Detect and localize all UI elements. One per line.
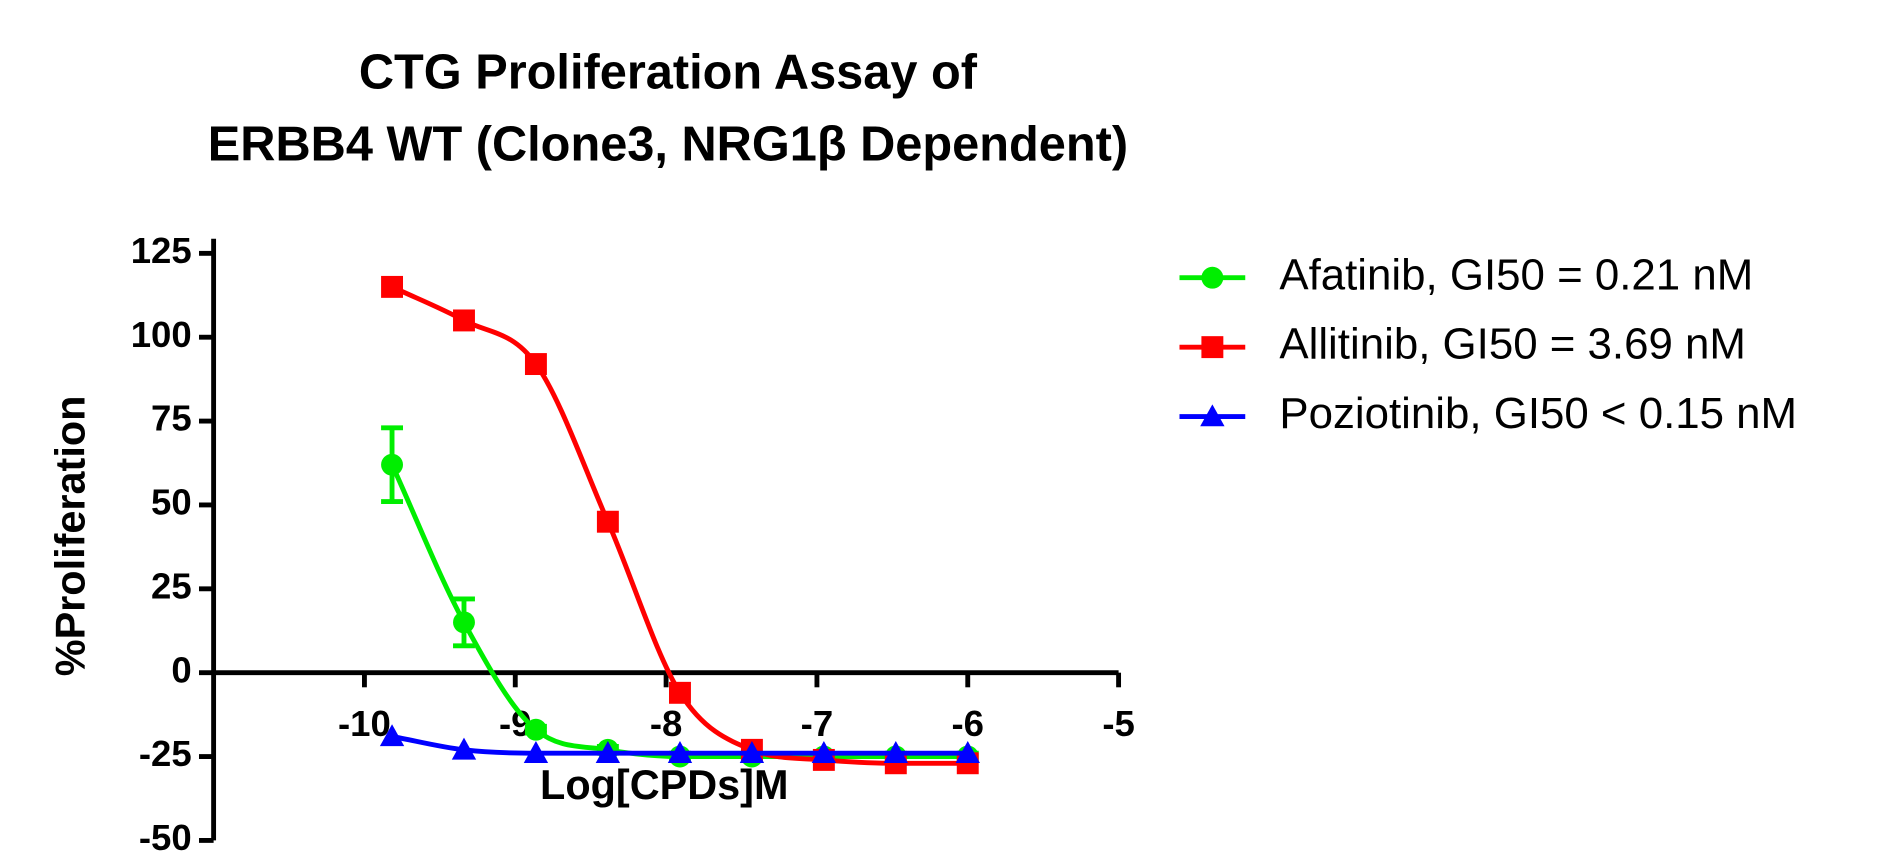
y-tick-label: -25: [139, 733, 192, 774]
data-point: [955, 741, 980, 763]
legend-label: Poziotinib, GI50 < 0.15 nM: [1279, 389, 1797, 438]
y-tick-label: 50: [151, 482, 192, 523]
x-tick-label: -5: [1102, 703, 1134, 744]
data-point: [524, 353, 547, 376]
x-tick-label: -7: [801, 703, 833, 744]
data-point: [596, 510, 619, 533]
data-point: [379, 724, 405, 747]
data-point: [883, 741, 908, 763]
legend-marker: [1201, 266, 1224, 289]
legend-label: Afatinib, GI50 = 0.21 nM: [1279, 250, 1753, 299]
y-tick-label: 100: [131, 314, 192, 355]
data-point: [739, 741, 765, 763]
data-point: [669, 681, 691, 704]
data-point: [453, 611, 475, 634]
data-point: [595, 741, 621, 763]
data-point: [523, 741, 549, 763]
chart-title: ERBB4 WT (Clone3, NRG1β Dependent): [208, 117, 1128, 171]
legend-marker: [1201, 336, 1224, 359]
data-point: [381, 453, 404, 476]
y-tick-label: 0: [171, 649, 191, 690]
data-point: [524, 718, 547, 741]
fit-curve: [391, 284, 968, 766]
x-axis-label: Log[CPDs]M: [540, 762, 788, 808]
data-point: [453, 309, 475, 332]
chart-title: CTG Proliferation Assay of: [359, 45, 978, 99]
y-axis-label: %Proliferation: [47, 396, 93, 677]
y-tick-label: 75: [151, 398, 192, 439]
data-point: [811, 741, 837, 763]
y-tick-label: 125: [131, 230, 192, 271]
legend-label: Allitinib, GI50 = 3.69 nM: [1279, 320, 1746, 369]
x-tick-label: -8: [650, 703, 682, 744]
data-point: [451, 737, 477, 760]
x-tick-label: -6: [952, 703, 984, 744]
data-point: [381, 275, 404, 298]
y-tick-label: 25: [151, 565, 192, 606]
data-point: [667, 741, 693, 763]
legend-marker: [1200, 404, 1225, 427]
x-tick-label: -10: [338, 703, 391, 744]
y-tick-label: -50: [139, 817, 192, 858]
